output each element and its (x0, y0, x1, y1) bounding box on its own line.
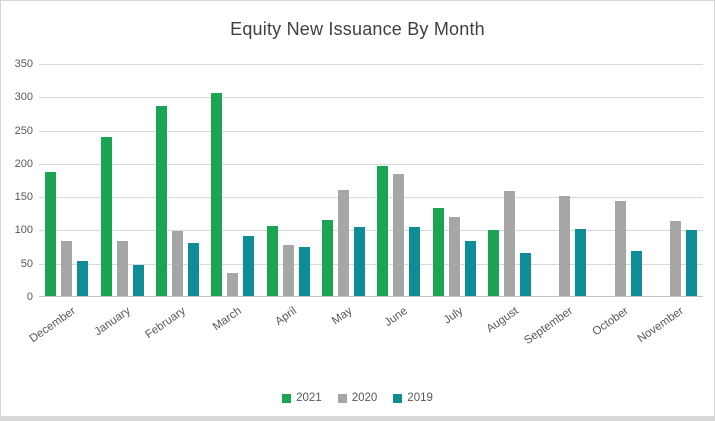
y-tick-label-350: 350 (14, 58, 33, 70)
bar-2019-december (77, 261, 89, 296)
bar-2020-march (227, 273, 239, 296)
x-axis-line (39, 296, 703, 297)
gridline-50 (39, 263, 703, 265)
bar-2019-september (575, 229, 587, 296)
bar-2020-may (337, 189, 349, 296)
bar-2021-february (155, 106, 167, 296)
bar-2020-april (282, 245, 294, 296)
plot-area (39, 64, 703, 297)
y-tick-label-100: 100 (14, 224, 33, 237)
bar-2021-july (432, 208, 444, 296)
chart-title: Equity New Issuance By Month (230, 19, 485, 39)
y-tick-label-300: 300 (14, 91, 33, 104)
legend: 2021 2020 2019 (1, 392, 714, 404)
bar-2019-april (298, 247, 310, 296)
bar-2020-june (393, 173, 405, 296)
y-tick-label-250: 250 (14, 124, 33, 137)
x-tick-label-may: May (329, 305, 355, 328)
bar-2019-february (187, 242, 199, 296)
bar-2020-august (503, 191, 515, 296)
bar-2020-november (669, 221, 681, 296)
bar-2019-january (132, 264, 144, 296)
legend-swatch-2021 (282, 393, 292, 403)
bar-2020-january (116, 241, 128, 296)
gridline-350 (39, 64, 703, 65)
legend-item-2020: 2020 (337, 392, 378, 404)
x-tick-label-october: October (590, 305, 631, 339)
gridline-200 (39, 163, 703, 165)
y-tick-label-200: 200 (14, 157, 33, 170)
bar-2021-december (45, 171, 57, 296)
bar-2019-july (464, 240, 476, 296)
bar-2019-march (243, 236, 255, 296)
legend-swatch-2020 (337, 393, 347, 403)
bar-2019-october (630, 250, 642, 296)
x-tick-label-july: July (441, 305, 465, 327)
x-tick-label-june: June (382, 305, 410, 330)
bar-2019-may (353, 226, 365, 296)
gridline-300 (39, 97, 703, 99)
x-tick-label-april: April (273, 305, 299, 329)
x-tick-label-december: December (27, 305, 78, 346)
y-tick-label-150: 150 (14, 191, 33, 204)
bar-2020-july (448, 217, 460, 296)
gridline-100 (39, 230, 703, 232)
bar-2019-august (519, 253, 531, 296)
bar-2020-september (559, 196, 571, 296)
bar-2020-october (614, 200, 626, 296)
bar-2021-june (377, 166, 389, 296)
bar-2019-november (685, 230, 697, 296)
y-tick-label-50: 50 (20, 257, 33, 270)
legend-item-2019: 2019 (393, 392, 433, 404)
legend-item-2021: 2021 (282, 392, 322, 404)
bar-2020-december (61, 241, 73, 296)
bar-2021-may (321, 220, 333, 296)
x-tick-label-january: January (92, 305, 133, 339)
x-tick-label-february: February (143, 305, 189, 342)
gridline-250 (39, 130, 703, 132)
y-tick-label-0: 0 (26, 291, 33, 303)
x-tick-label-september: September (522, 305, 576, 348)
legend-label-2019: 2019 (407, 392, 433, 404)
legend-swatch-2019 (393, 393, 403, 403)
legend-label-2020: 2020 (351, 392, 378, 404)
bar-2021-march (211, 92, 223, 296)
bar-2021-april (266, 226, 278, 296)
bar-2019-june (409, 226, 421, 296)
x-tick-label-march: March (210, 305, 244, 334)
x-tick-label-august: August (484, 305, 521, 336)
gridline-150 (39, 197, 703, 199)
bottom-strip (1, 416, 714, 420)
bar-2020-february (171, 231, 183, 296)
bar-2021-august (487, 230, 499, 296)
legend-label-2021: 2021 (296, 392, 322, 404)
x-tick-label-november: November (635, 305, 687, 346)
bar-2021-january (100, 136, 112, 296)
